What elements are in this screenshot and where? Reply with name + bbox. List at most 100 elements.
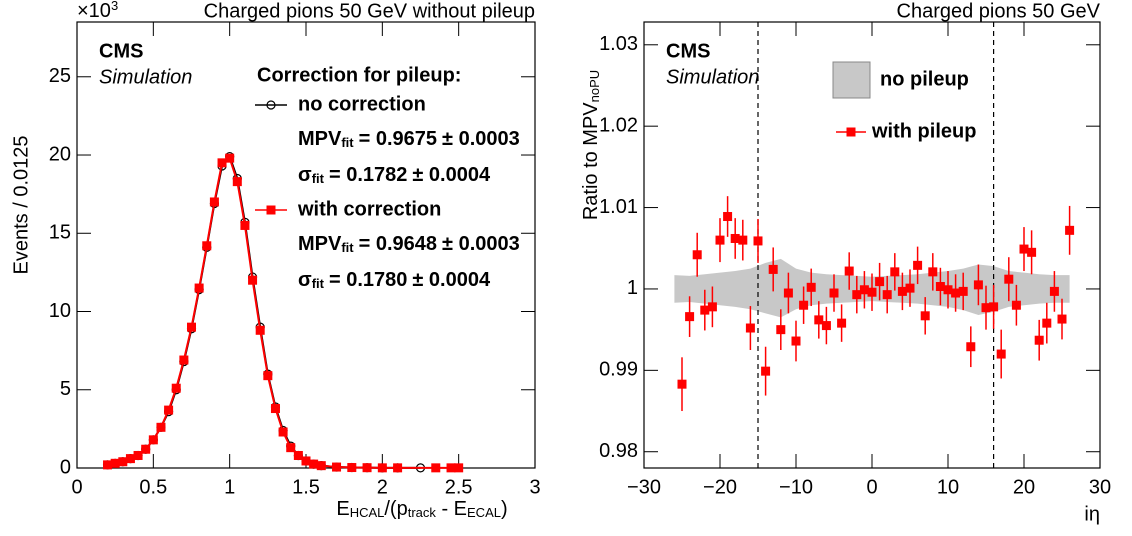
x-tick-label: −20 — [703, 476, 737, 498]
marker — [1019, 244, 1029, 254]
marker — [1011, 300, 1021, 310]
marker — [103, 460, 113, 470]
marker — [882, 290, 892, 300]
marker — [905, 283, 915, 293]
y-multiplier: ×103 — [77, 0, 118, 22]
x-axis-label-part: HCAL — [350, 505, 385, 520]
marker — [913, 260, 923, 270]
y-multiplier-part: ×10 — [77, 0, 111, 22]
marker — [776, 325, 786, 335]
x-tick-label: −10 — [779, 476, 813, 498]
marker — [768, 264, 778, 274]
marker — [799, 300, 809, 310]
x-tick-label: 1.5 — [292, 476, 320, 498]
marker — [707, 302, 717, 312]
marker — [225, 153, 235, 163]
fit-result-part: MPV — [298, 128, 342, 150]
marker — [730, 233, 740, 243]
marker — [715, 235, 725, 245]
marker — [156, 422, 166, 432]
x-tick-label: −30 — [627, 476, 661, 498]
marker — [255, 325, 265, 335]
marker — [1034, 335, 1044, 345]
x-axis-label-part: ) — [501, 498, 508, 520]
y-tick-label: 1 — [627, 277, 638, 299]
marker — [783, 288, 793, 298]
marker — [248, 275, 258, 285]
chart-title: Charged pions 50 GeV — [897, 0, 1101, 22]
marker — [270, 404, 280, 414]
x-tick-label: 0 — [866, 476, 877, 498]
marker — [791, 336, 801, 346]
legend-marker — [846, 127, 856, 137]
marker — [920, 311, 930, 321]
marker — [393, 463, 403, 473]
fit-result-part: ± 0.0004 — [412, 164, 491, 186]
marker — [806, 282, 816, 292]
marker — [973, 280, 983, 290]
marker — [685, 312, 695, 322]
marker — [232, 177, 242, 187]
y-tick-label: 1.03 — [599, 33, 638, 55]
legend-label: no correction — [298, 93, 426, 115]
marker — [829, 288, 839, 298]
fit-result: σfit = 0.1780 ± 0.0004 — [298, 269, 491, 291]
x-axis-label-part: /(p — [384, 498, 407, 520]
marker — [966, 342, 976, 352]
x-axis-label: EHCAL/(ptrack - EECAL) — [336, 498, 507, 520]
y-tick-label: 0 — [60, 456, 71, 478]
marker — [362, 463, 372, 473]
marker — [951, 288, 961, 298]
marker — [309, 459, 319, 469]
fit-result-part: fit — [312, 171, 325, 186]
chart-title: Charged pions 50 GeV without pileup — [204, 0, 535, 22]
y-multiplier-part: 3 — [111, 0, 118, 13]
x-tick-label: 1 — [224, 476, 235, 498]
fit-result-part: ± 0.0003 — [442, 128, 520, 150]
y-tick-label: 25 — [49, 65, 71, 87]
marker — [738, 235, 748, 245]
legend-label: with pileup — [871, 120, 976, 142]
marker — [844, 266, 854, 276]
fit-result-part: fit — [341, 240, 354, 255]
marker — [859, 285, 869, 295]
status-label: Simulation — [666, 66, 759, 88]
y-tick-label: 20 — [49, 143, 71, 165]
marker — [852, 290, 862, 300]
fit-result-part: σ — [298, 269, 312, 291]
marker — [347, 463, 357, 473]
marker — [958, 286, 968, 296]
marker — [943, 285, 953, 295]
x-axis-label: iη — [1084, 503, 1100, 525]
marker — [164, 405, 174, 415]
x-tick-label: 10 — [937, 476, 959, 498]
x-axis-label-part: - E — [436, 498, 467, 520]
marker — [148, 435, 158, 445]
legend-swatch — [832, 61, 871, 99]
fit-result: σfit = 0.1782 ± 0.0004 — [298, 164, 491, 186]
marker — [263, 371, 273, 381]
marker — [118, 457, 128, 467]
x-axis-label-part: E — [336, 498, 349, 520]
y-axis-label: Ratio to MPVnoPU — [580, 70, 602, 220]
marker — [133, 450, 143, 460]
marker — [454, 463, 464, 473]
fit-result-part: fit — [312, 276, 325, 291]
marker — [700, 305, 710, 315]
y-tick-label: 1.01 — [599, 196, 638, 218]
fit-result-part: fit — [341, 135, 354, 150]
marker — [125, 454, 135, 464]
y-tick-label: 5 — [60, 378, 71, 400]
marker — [1027, 247, 1037, 257]
marker — [209, 197, 219, 207]
marker — [377, 463, 387, 473]
marker — [171, 383, 181, 393]
marker — [821, 321, 831, 331]
marker — [761, 366, 771, 376]
y-tick-label: 0.98 — [599, 440, 638, 462]
marker — [286, 443, 296, 453]
marker — [194, 283, 204, 293]
marker — [875, 277, 885, 287]
fit-result-part: = 0.9648 — [359, 233, 437, 255]
marker — [692, 250, 702, 260]
